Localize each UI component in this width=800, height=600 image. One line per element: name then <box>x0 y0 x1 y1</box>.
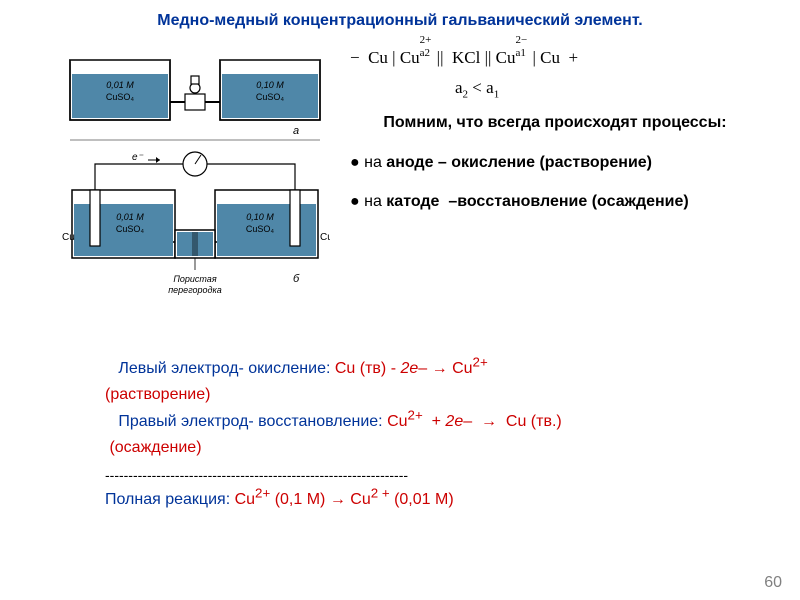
top-right-conc: 0,10 M <box>256 80 284 90</box>
left-electrode-rxn: Левый электрод- окисление: Cu (тв) - 2е–… <box>105 358 745 380</box>
membrane-label-1: Пористая <box>173 274 216 284</box>
reminder-anode: ● на аноде – окисление (растворение) <box>350 152 760 174</box>
full-reaction: Полная реакция: Cu2+ (0,1 М) → Cu2 + (0,… <box>105 489 745 511</box>
top-left-salt: CuSO₄ <box>106 92 135 102</box>
reminder-heading: Помним, что всегда происходят процессы: <box>350 112 760 134</box>
bot-right-conc: 0,10 M <box>246 212 274 222</box>
separator-dashes: ----------------------------------------… <box>105 466 745 486</box>
left-note: (растворение) <box>105 384 745 406</box>
reminder-cathode: ● на катоде –восстановление (осаждение) <box>350 191 760 213</box>
cell-condition: a2 < a1 <box>455 78 499 98</box>
cell-diagram: 0,01 M CuSO₄ 0,10 M CuSO₄ a e⁻ 0,01 M Cu… <box>60 52 330 322</box>
top-label: a <box>293 125 299 137</box>
e-label: e⁻ <box>132 152 144 163</box>
bot-left-salt: CuSO₄ <box>116 224 145 234</box>
reminder-block: Помним, что всегда происходят процессы: … <box>350 112 760 231</box>
right-note: (осаждение) <box>105 437 745 459</box>
cell-notation: − Cu | Cu2+a2 || KCl || Cu2−a1 | Cu + <box>350 48 578 68</box>
top-left-conc: 0,01 M <box>106 80 134 90</box>
left-electrode: Cu <box>62 232 75 243</box>
bot-left-conc: 0,01 M <box>116 212 144 222</box>
full-eq: Cu2+ (0,1 М) → Cu2 + (0,01 М) <box>235 491 454 508</box>
page-number: 60 <box>764 574 782 592</box>
right-electrode: Cu <box>320 232 330 243</box>
right-electrode-rxn: Правый электрод- восстановление: Cu2+ + … <box>105 411 745 433</box>
left-eq: Cu (тв) - 2е– → Cu2+ <box>335 360 488 377</box>
right-eq: Cu2+ + 2е– → Cu (тв.) <box>387 413 562 430</box>
membrane-label-2: перегородка <box>168 285 222 295</box>
reactions-block: Левый электрод- окисление: Cu (тв) - 2е–… <box>105 358 745 512</box>
slide-title: Медно-медный концентрационный гальваниче… <box>157 12 642 30</box>
bottom-label: б <box>293 273 300 285</box>
bot-right-salt: CuSO₄ <box>246 224 275 234</box>
top-right-salt: CuSO₄ <box>256 92 285 102</box>
